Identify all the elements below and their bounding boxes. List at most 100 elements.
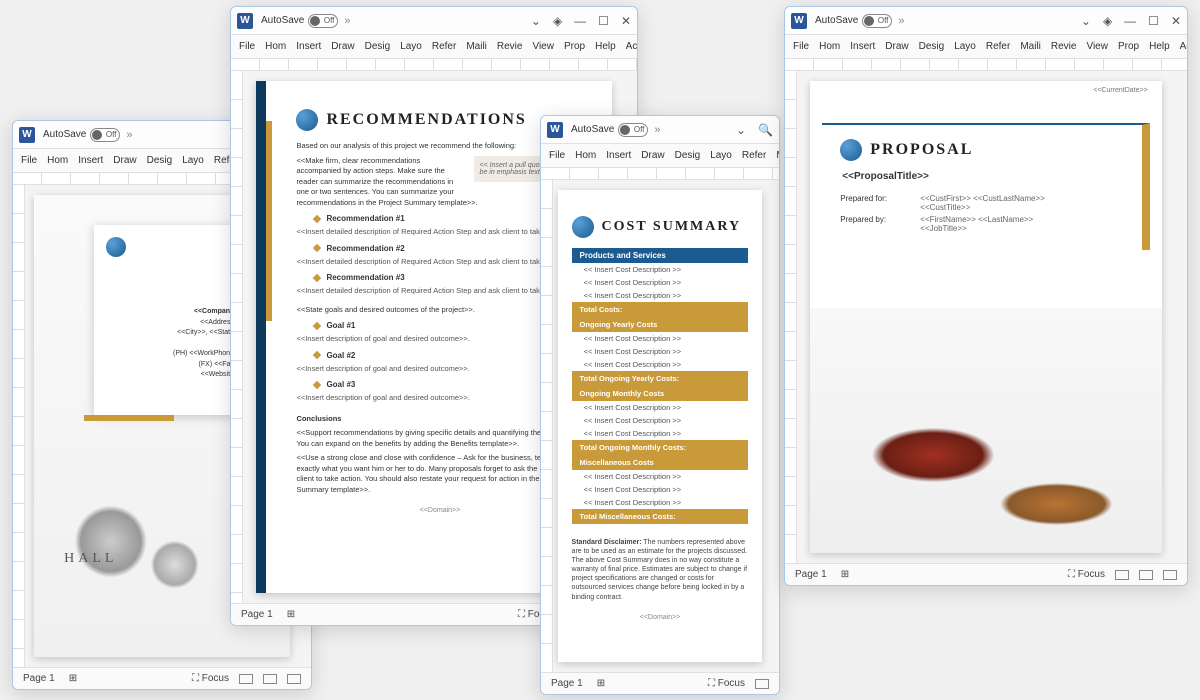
minimize-icon[interactable]: — — [1124, 14, 1136, 28]
ribbon-tab[interactable]: Revie — [497, 41, 523, 52]
ribbon-tab[interactable]: Acrol — [626, 41, 637, 52]
view-icon[interactable] — [1163, 570, 1177, 580]
ribbon-tab[interactable]: Insert — [296, 41, 321, 52]
word-app-icon: W — [791, 13, 807, 29]
view-icon[interactable] — [239, 674, 253, 684]
ribbon-tab[interactable]: Draw — [113, 155, 136, 166]
minimize-icon[interactable]: — — [574, 14, 586, 28]
autosave-toggle[interactable]: Off — [90, 128, 120, 142]
autosave-toggle[interactable]: Off — [308, 14, 338, 28]
globe-icon — [106, 237, 126, 257]
accessibility-icon[interactable]: ⊞ — [69, 673, 77, 684]
ribbon-tab[interactable]: Help — [1149, 41, 1170, 52]
ribbon-tab[interactable]: Draw — [885, 41, 908, 52]
page-indicator[interactable]: Page 1 — [551, 678, 583, 689]
ribbon-tab[interactable]: Layo — [400, 41, 422, 52]
ribbon-tab[interactable]: Refer — [432, 41, 456, 52]
company-field: <<Company>> — [106, 307, 242, 318]
close-icon[interactable]: ✕ — [621, 14, 631, 28]
chevron-down-icon[interactable]: ⌄ — [736, 123, 746, 137]
globe-icon — [296, 109, 318, 131]
accessibility-icon[interactable]: ⊞ — [841, 569, 849, 580]
ribbon-tab[interactable]: File — [549, 150, 565, 161]
section-row: Ongoing Monthly Costs — [572, 386, 749, 401]
gold-accent — [266, 121, 272, 321]
ribbon-tab[interactable]: Acrol — [1180, 41, 1187, 52]
ribbon-tab[interactable]: Prop — [1118, 41, 1139, 52]
ribbon-tab[interactable]: Hom — [575, 150, 596, 161]
titlebar: W AutoSave Off » ⌄ ◈ — ☐ ✕ — [785, 7, 1187, 35]
maximize-icon[interactable]: ☐ — [598, 14, 609, 28]
cost-row: << Insert Cost Description >> — [572, 263, 749, 276]
ribbon-tab[interactable]: File — [793, 41, 809, 52]
autosave-toggle[interactable]: Off — [618, 123, 648, 137]
ribbon-tab[interactable]: Help — [595, 41, 616, 52]
page-indicator[interactable]: Page 1 — [795, 569, 827, 580]
ribbon-tab[interactable]: File — [21, 155, 37, 166]
ribbon-tab[interactable]: Layo — [954, 41, 976, 52]
autosave-toggle[interactable]: Off — [862, 14, 892, 28]
document-page: COST SUMMARY Products and Services << In… — [558, 190, 763, 662]
diamond-icon — [313, 321, 321, 329]
focus-button[interactable]: ⛶ Focus — [708, 678, 745, 689]
focus-button[interactable]: ⛶ Focus — [1068, 569, 1105, 580]
page-title: PROPOSAL — [870, 141, 973, 159]
city-field: <<City>>, <<State>> — [106, 328, 242, 339]
diamond-icon — [313, 244, 321, 252]
ribbon-tab[interactable]: Insert — [606, 150, 631, 161]
close-icon[interactable]: ✕ — [1171, 14, 1181, 28]
accessibility-icon[interactable]: ⊞ — [287, 609, 295, 620]
focus-button[interactable]: ⛶ Focus — [192, 673, 229, 684]
page-indicator[interactable]: Page 1 — [241, 609, 273, 620]
ribbon-tab[interactable]: Prop — [564, 41, 585, 52]
ribbon-tab[interactable]: Draw — [641, 150, 664, 161]
ribbon-tab[interactable]: Hom — [265, 41, 286, 52]
ribbon-tab[interactable]: View — [532, 41, 554, 52]
view-icon[interactable] — [755, 679, 769, 689]
cost-table: Products and Services << Insert Cost Des… — [572, 248, 749, 524]
ribbon-tab[interactable]: File — [239, 41, 255, 52]
ribbon-tab[interactable]: Revie — [1051, 41, 1077, 52]
horizontal-ruler — [541, 168, 779, 180]
chevron-down-icon[interactable]: ⌄ — [1081, 14, 1091, 28]
prepared-by-row: Prepared by: <<FirstName>> <<LastName>> … — [840, 215, 1123, 233]
ribbon-tab[interactable]: Refer — [986, 41, 1010, 52]
ribbon-tab[interactable]: Desig — [147, 155, 173, 166]
ribbon-tab[interactable]: Maili — [466, 41, 487, 52]
ribbon-tab[interactable]: Layo — [182, 155, 204, 166]
ribbon-tab[interactable]: Refer — [742, 150, 766, 161]
word-window-proposal: W AutoSave Off » ⌄ ◈ — ☐ ✕ File Hom Inse… — [784, 6, 1188, 586]
chevron-down-icon[interactable]: ⌄ — [531, 14, 541, 28]
proposal-title-field: <<ProposalTitle>> — [842, 171, 1123, 182]
footer-domain: <<Domain>> — [572, 614, 749, 621]
ribbon-tab[interactable]: Desig — [675, 150, 701, 161]
cost-row: << Insert Cost Description >> — [572, 276, 749, 289]
ribbon-tab[interactable]: Insert — [78, 155, 103, 166]
ribbon-tab[interactable]: Draw — [331, 41, 354, 52]
diamond-icon[interactable]: ◈ — [553, 14, 562, 28]
document-page: <<CurrentDate>> PROPOSAL <<ProposalTitle… — [810, 81, 1161, 553]
ribbon-tab[interactable]: Maili — [776, 150, 779, 161]
view-icon[interactable] — [1139, 570, 1153, 580]
tools-background-image — [810, 308, 1161, 553]
word-app-icon: W — [547, 122, 563, 138]
ribbon-tab[interactable]: Maili — [1020, 41, 1041, 52]
page-indicator[interactable]: Page 1 — [23, 673, 55, 684]
accessibility-icon[interactable]: ⊞ — [597, 678, 605, 689]
ribbon-tab[interactable]: Desig — [919, 41, 945, 52]
view-icon[interactable] — [1115, 570, 1129, 580]
section-row: Ongoing Yearly Costs — [572, 317, 749, 332]
diamond-icon[interactable]: ◈ — [1103, 14, 1112, 28]
ribbon-tab[interactable]: Hom — [819, 41, 840, 52]
ribbon-tab[interactable]: Layo — [710, 150, 732, 161]
ribbon-tab[interactable]: Insert — [850, 41, 875, 52]
prepared-for-row: Prepared for: <<CustFirst>> <<CustLastNa… — [840, 194, 1123, 212]
document-area: <<CurrentDate>> PROPOSAL <<ProposalTitle… — [785, 71, 1187, 563]
ribbon-tab[interactable]: View — [1086, 41, 1108, 52]
ribbon-tab[interactable]: Hom — [47, 155, 68, 166]
search-icon[interactable]: 🔍 — [758, 123, 773, 137]
view-icon[interactable] — [287, 674, 301, 684]
ribbon-tab[interactable]: Desig — [365, 41, 391, 52]
maximize-icon[interactable]: ☐ — [1148, 14, 1159, 28]
view-icon[interactable] — [263, 674, 277, 684]
